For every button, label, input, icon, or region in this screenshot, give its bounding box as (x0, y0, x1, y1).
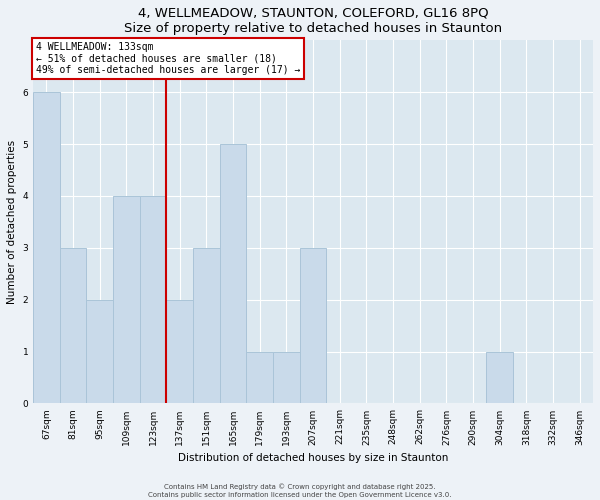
Title: 4, WELLMEADOW, STAUNTON, COLEFORD, GL16 8PQ
Size of property relative to detache: 4, WELLMEADOW, STAUNTON, COLEFORD, GL16 … (124, 7, 502, 35)
Bar (140, 196, 166, 404)
Bar (113, 196, 140, 404)
Bar (247, 352, 273, 404)
Bar (220, 144, 247, 404)
Bar (60, 248, 86, 404)
Text: 4 WELLMEADOW: 133sqm
← 51% of detached houses are smaller (18)
49% of semi-detac: 4 WELLMEADOW: 133sqm ← 51% of detached h… (36, 42, 300, 76)
X-axis label: Distribution of detached houses by size in Staunton: Distribution of detached houses by size … (178, 453, 448, 463)
Bar (487, 352, 513, 404)
Text: Contains HM Land Registry data © Crown copyright and database right 2025.
Contai: Contains HM Land Registry data © Crown c… (148, 484, 452, 498)
Bar (166, 300, 193, 404)
Bar (300, 248, 326, 404)
Y-axis label: Number of detached properties: Number of detached properties (7, 140, 17, 304)
Bar (86, 300, 113, 404)
Bar (193, 248, 220, 404)
Bar (273, 352, 300, 404)
Bar (33, 92, 60, 404)
